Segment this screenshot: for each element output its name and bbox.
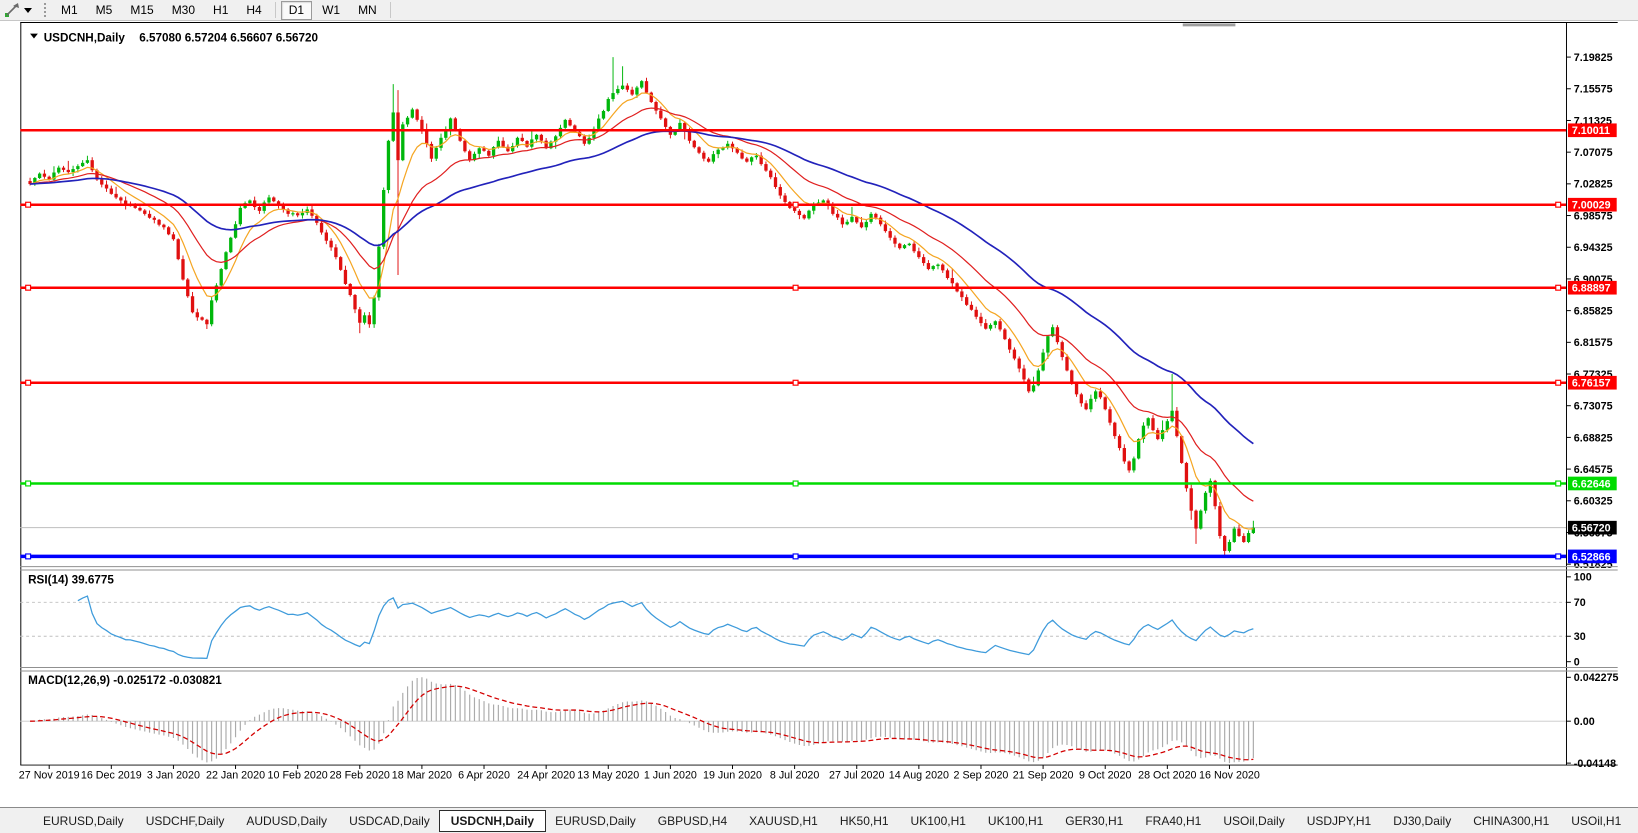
- svg-text:6.62646: 6.62646: [1572, 478, 1611, 490]
- svg-text:7.07075: 7.07075: [1574, 147, 1613, 159]
- svg-text:100: 100: [1574, 572, 1592, 584]
- timeframe-button-h4[interactable]: H4: [246, 2, 262, 17]
- chart-tab-usoil-h1[interactable]: USOil,H1: [1571, 814, 1622, 828]
- svg-text:30: 30: [1574, 631, 1586, 643]
- svg-text:6.85825: 6.85825: [1574, 306, 1613, 318]
- svg-text:8 Jul 2020: 8 Jul 2020: [770, 770, 820, 782]
- svg-text:6.56720: 6.56720: [1572, 523, 1611, 535]
- pointer-tool-button[interactable]: [0, 2, 36, 18]
- chart-title-ohlc: 6.57080 6.57204 6.56607 6.56720: [139, 31, 318, 44]
- svg-text:6.88897: 6.88897: [1572, 283, 1611, 295]
- timeframe-button-d1[interactable]: D1: [280, 0, 313, 20]
- chart-tab-usdcnh-daily[interactable]: USDCNH,Daily: [438, 810, 547, 832]
- svg-text:6.94325: 6.94325: [1574, 242, 1613, 254]
- svg-text:16 Nov 2020: 16 Nov 2020: [1199, 770, 1260, 782]
- svg-text:13 May 2020: 13 May 2020: [577, 770, 639, 782]
- svg-text:24 Apr 2020: 24 Apr 2020: [517, 770, 575, 782]
- svg-text:27 Jul 2020: 27 Jul 2020: [829, 770, 884, 782]
- timeframe-button-m15[interactable]: M15: [130, 2, 154, 17]
- svg-text:0.042275: 0.042275: [1574, 672, 1619, 684]
- timeframe-button-m5[interactable]: M5: [95, 2, 113, 17]
- timeframe-button-m1[interactable]: M1: [61, 2, 78, 17]
- chart-tab-xauusd-h1[interactable]: XAUUSD,H1: [749, 814, 818, 828]
- svg-text:70: 70: [1574, 597, 1586, 609]
- toolbar-separator: [274, 2, 276, 18]
- svg-text:6.81575: 6.81575: [1574, 337, 1613, 349]
- svg-text:6.64575: 6.64575: [1574, 464, 1613, 476]
- svg-text:6.76157: 6.76157: [1572, 378, 1611, 390]
- toolbar-grip-handle[interactable]: [44, 3, 46, 17]
- chart-tab-eurusd-daily[interactable]: EURUSD,Daily: [43, 814, 124, 828]
- date-axis[interactable]: 27 Nov 2019 16 Dec 2019 3 Jan 2020 22 Jan 2…: [19, 765, 1260, 782]
- chart-tab-uk100-h1[interactable]: UK100,H1: [910, 814, 966, 828]
- svg-text:7.02825: 7.02825: [1574, 179, 1613, 191]
- svg-text:6 Apr 2020: 6 Apr 2020: [458, 770, 510, 782]
- chart-window[interactable]: 7.198257.155757.113257.070757.028256.985…: [0, 21, 1638, 807]
- rsi-pane: 100 70 30 0: [20, 572, 1592, 669]
- price-axis-tags: 7.10011 7.00029 6.88897 6.76157 6.62646 6.528…: [1567, 123, 1617, 563]
- chart-tab-china300-h1[interactable]: CHINA300,H1: [1473, 814, 1550, 828]
- chart-tab-usdjpy-h1[interactable]: USDJPY,H1: [1306, 814, 1372, 828]
- chart-shift-marker[interactable]: [1182, 23, 1236, 27]
- chart-title-symbol: USDCNH,Daily: [44, 31, 126, 44]
- timeframe-button-m30[interactable]: M30: [171, 2, 196, 17]
- horizontal-level-lines[interactable]: [20, 128, 1566, 560]
- toolbar-dropdown-caret-icon[interactable]: [24, 7, 32, 13]
- chart-tabs-bar: EURUSD,Daily USDCHF,Daily AUDUSD,Daily USDC…: [0, 807, 1638, 833]
- chart-tab-fra40-h1[interactable]: FRA40,H1: [1145, 814, 1202, 828]
- toolbar-separator: [389, 2, 391, 18]
- svg-text:7.19825: 7.19825: [1574, 52, 1613, 64]
- svg-text:6.52866: 6.52866: [1572, 551, 1611, 563]
- svg-text:1 Jun 2020: 1 Jun 2020: [644, 770, 697, 782]
- svg-text:14 Aug 2020: 14 Aug 2020: [889, 770, 949, 782]
- svg-text:28 Feb 2020: 28 Feb 2020: [330, 770, 390, 782]
- svg-text:28 Oct 2020: 28 Oct 2020: [1138, 770, 1196, 782]
- svg-text:-0.04148: -0.04148: [1574, 758, 1616, 770]
- timeframe-button-h1[interactable]: H1: [213, 2, 229, 17]
- svg-text:7.10011: 7.10011: [1572, 125, 1610, 137]
- svg-text:0.00: 0.00: [1574, 716, 1595, 728]
- svg-text:9 Oct 2020: 9 Oct 2020: [1079, 770, 1131, 782]
- chart-tab-uk100-h1[interactable]: UK100,H1: [987, 814, 1044, 828]
- svg-text:16 Dec 2019: 16 Dec 2019: [81, 770, 142, 782]
- pointer-tool-icon: [5, 3, 19, 17]
- chart-tab-ger30-h1[interactable]: GER30,H1: [1065, 814, 1124, 828]
- svg-text:7.15575: 7.15575: [1574, 84, 1613, 96]
- macd-pane: 0.042275 0.00 -0.04148: [20, 672, 1619, 770]
- macd-label: MACD(12,26,9) -0.025172 -0.030821: [28, 674, 222, 687]
- svg-text:19 Jun 2020: 19 Jun 2020: [703, 770, 762, 782]
- chart-tab-usoil-daily[interactable]: USOil,Daily: [1223, 814, 1285, 828]
- svg-text:3 Jan 2020: 3 Jan 2020: [147, 770, 200, 782]
- chart-tab-hk50-h1[interactable]: HK50,H1: [839, 814, 889, 828]
- price-axis[interactable]: 7.198257.155757.113257.070757.028256.985…: [1565, 21, 1613, 766]
- svg-text:6.73075: 6.73075: [1574, 401, 1613, 413]
- svg-text:2 Sep 2020: 2 Sep 2020: [954, 770, 1009, 782]
- svg-text:6.68825: 6.68825: [1574, 432, 1613, 444]
- svg-text:18 Mar 2020: 18 Mar 2020: [392, 770, 452, 782]
- chart-tab-audusd-daily[interactable]: AUDUSD,Daily: [246, 814, 328, 828]
- chart-tab-eurusd-daily[interactable]: EURUSD,Daily: [555, 814, 636, 828]
- collapse-indicator-icon[interactable]: [30, 33, 38, 39]
- svg-text:27 Nov 2019: 27 Nov 2019: [19, 770, 80, 782]
- svg-text:6.60325: 6.60325: [1574, 496, 1613, 508]
- svg-text:6.77325: 6.77325: [1574, 369, 1613, 381]
- chart-tab-gbpusd-h4[interactable]: GBPUSD,H4: [657, 814, 728, 828]
- svg-text:0: 0: [1574, 657, 1580, 669]
- chart-tab-dj30-daily[interactable]: DJ30,Daily: [1393, 814, 1452, 828]
- svg-text:22 Jan 2020: 22 Jan 2020: [206, 770, 265, 782]
- rsi-label: RSI(14) 39.6775: [28, 574, 114, 587]
- chart-background: [20, 21, 1618, 788]
- pane-separators[interactable]: [20, 566, 1618, 766]
- svg-text:6.98575: 6.98575: [1574, 210, 1613, 222]
- chart-tab-usdchf-daily[interactable]: USDCHF,Daily: [145, 814, 225, 828]
- timeframe-button-w1[interactable]: W1: [322, 2, 341, 17]
- timeframe-button-mn[interactable]: MN: [358, 2, 377, 17]
- svg-text:7.00029: 7.00029: [1572, 200, 1611, 212]
- timeframe-buttons: M1 M5 M15 M30 H1 H4 D1 W1 MN: [52, 0, 395, 20]
- chart-tab-usdcad-daily[interactable]: USDCAD,Daily: [349, 814, 430, 828]
- top-toolbar: M1 M5 M15 M30 H1 H4 D1 W1 MN: [0, 0, 1638, 21]
- candlesticks: [28, 57, 1256, 558]
- svg-text:10 Feb 2020: 10 Feb 2020: [268, 770, 328, 782]
- svg-text:21 Sep 2020: 21 Sep 2020: [1013, 770, 1074, 782]
